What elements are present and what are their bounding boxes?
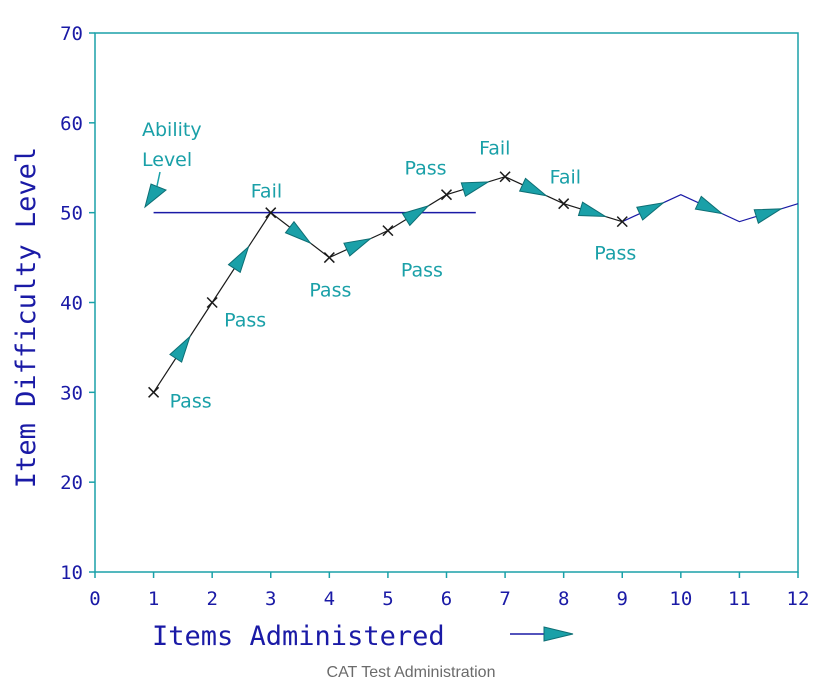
segment-arrow-icon: [636, 201, 666, 221]
item-marker-stroke: [616, 216, 628, 228]
x-axis-title: Items Administered: [152, 621, 445, 652]
result-label: Fail: [479, 138, 510, 160]
item-marker-stroke: [265, 207, 277, 219]
x-axis-arrow-icon: [543, 626, 574, 642]
item-marker-stroke: [558, 198, 570, 210]
item-marker: [558, 198, 570, 210]
y-tick-label: 30: [60, 382, 83, 404]
item-marker: [499, 171, 511, 183]
x-tick-label: 4: [324, 588, 335, 610]
axis-titles: Items Administered Item Difficulty Level: [11, 147, 574, 652]
item-marker-stroke: [323, 252, 335, 264]
item-marker-stroke: [206, 296, 218, 309]
result-label: Pass: [405, 158, 447, 180]
x-tick-label: 0: [89, 588, 100, 610]
x-tick-label: 8: [558, 588, 569, 610]
x-tick-label: 5: [382, 588, 393, 610]
item-marker: [323, 252, 335, 264]
segment-arrow-icon: [169, 334, 192, 363]
item-marker: [148, 386, 160, 398]
item-marker-stroke: [148, 386, 160, 398]
item-marker: [206, 296, 218, 309]
x-tick-label: 2: [206, 588, 217, 610]
item-marker: [265, 207, 277, 219]
result-label: Pass: [170, 390, 212, 412]
x-tick-label: 1: [148, 588, 159, 610]
item-marker-stroke: [382, 225, 394, 237]
y-tick-label: 70: [60, 23, 83, 45]
result-label: Pass: [309, 280, 351, 302]
ability-pointer-arrow-icon: [144, 183, 167, 209]
ability-pointer-stem: [156, 171, 161, 187]
item-marker-stroke: [499, 171, 511, 183]
x-tick-label: 6: [441, 588, 452, 610]
result-labels: Pass Pass Fail Pass Pass Pass Fail Fail Pass: [170, 138, 637, 413]
item-marker: [382, 225, 394, 237]
result-label: Fail: [251, 181, 282, 203]
segment-arrow-icon: [343, 237, 373, 257]
segment-arrow-icon: [401, 204, 430, 227]
ability-level-group: Ability Level: [142, 119, 476, 214]
figure-caption: CAT Test Administration: [326, 664, 496, 681]
segment-arrow-icon: [694, 195, 724, 215]
segment-arrow-icon: [518, 177, 548, 197]
axes: [89, 32, 799, 578]
ability-label-line2: Level: [142, 149, 192, 171]
segment-arrow-icon: [577, 201, 608, 218]
y-axis-title: Item Difficulty Level: [11, 147, 42, 488]
segment-arrow-icon: [284, 220, 312, 245]
x-tick-label: 12: [787, 588, 810, 610]
y-tick-label: 40: [60, 293, 83, 315]
x-tick-label: 11: [728, 588, 751, 610]
segment-arrow-icon: [227, 245, 250, 274]
item-marker-stroke: [440, 189, 453, 201]
item-marker: [616, 216, 628, 228]
segment-arrow-icon: [460, 181, 491, 197]
y-tick-label: 10: [60, 562, 83, 584]
item-path-line: [153, 176, 623, 393]
x-tick-label: 9: [617, 588, 628, 610]
result-label: Pass: [594, 243, 636, 265]
ability-label-line1: Ability: [142, 119, 202, 141]
x-tick-label: 7: [499, 588, 510, 610]
y-tick-label: 50: [60, 203, 83, 225]
segment-arrow-icon: [753, 208, 783, 224]
item-markers: [148, 171, 628, 398]
result-label: Pass: [224, 310, 266, 332]
plot-frame: [94, 32, 799, 573]
x-tick-label: 3: [265, 588, 276, 610]
y-tick-label: 20: [60, 472, 83, 494]
y-tick-label: 60: [60, 113, 83, 135]
x-tick-label: 10: [669, 588, 692, 610]
result-label: Fail: [550, 167, 581, 189]
result-label: Pass: [401, 260, 443, 282]
item-marker: [440, 189, 453, 201]
direction-arrows: [169, 177, 783, 363]
